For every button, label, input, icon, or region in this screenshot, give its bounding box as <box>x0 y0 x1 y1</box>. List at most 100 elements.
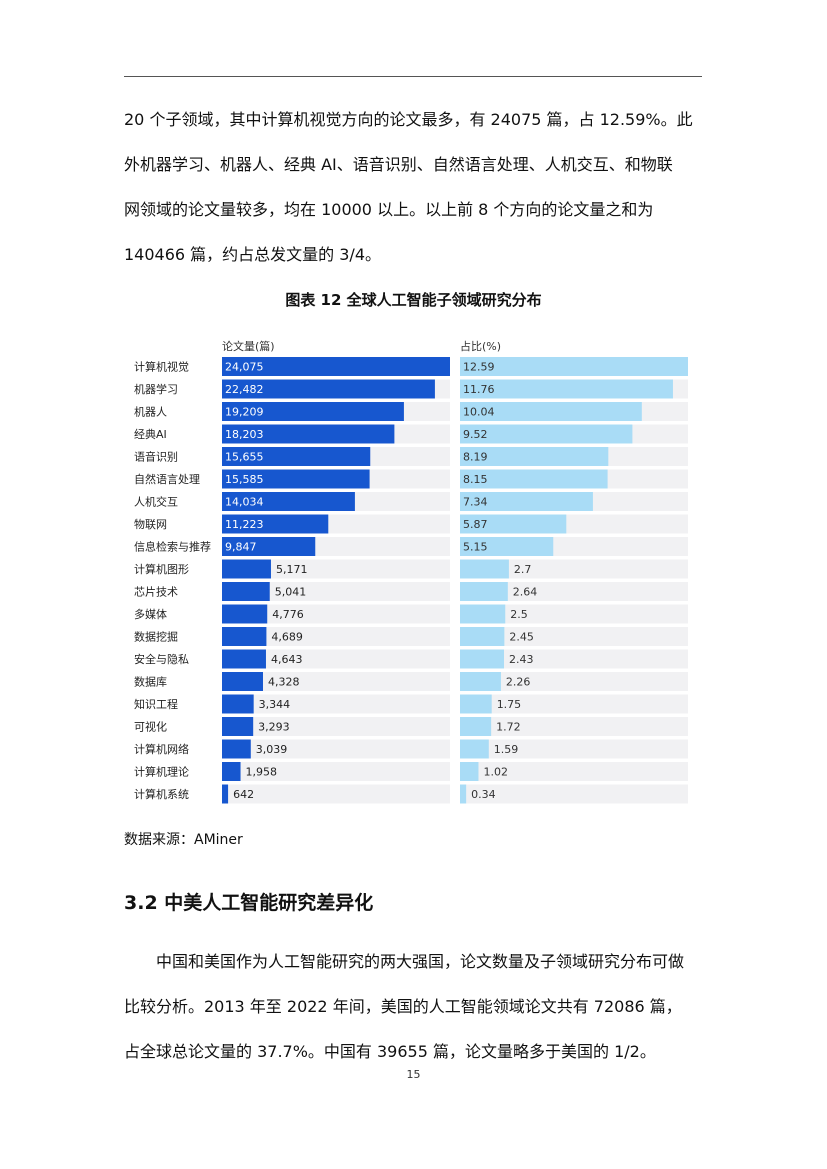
count-value-label: 3,039 <box>256 743 288 756</box>
share-value-label: 2.64 <box>513 586 538 599</box>
count-bar <box>222 402 404 421</box>
bar-track <box>460 627 688 646</box>
bar-track <box>222 582 450 601</box>
section-paragraph-line-1: 中国和美国作为人工智能研究的两大强国，论文数量及子领域研究分布可做 <box>156 952 685 971</box>
count-bar <box>222 492 355 511</box>
share-value-label: 8.15 <box>463 473 488 486</box>
count-bar <box>222 514 329 534</box>
share-value-label: 2.5 <box>510 608 528 621</box>
share-value-label: 1.59 <box>494 743 519 756</box>
share-value-label: 1.72 <box>496 721 521 734</box>
series-header-0: 论文量(篇) <box>222 339 275 353</box>
count-bar <box>222 537 316 556</box>
subfield-distribution-chart: 论文量(篇) 占比(%) 计算机视觉 24,075 12.59 机器学习 22,482 11.… <box>134 339 688 804</box>
category-label: 计算机图形 <box>134 562 189 576</box>
bar-track <box>222 717 450 736</box>
share-bar <box>460 717 492 736</box>
count-bar <box>222 379 435 399</box>
bar-track <box>460 784 688 804</box>
category-label: 可视化 <box>134 720 167 734</box>
share-value-label: 10.04 <box>463 406 495 419</box>
count-value-label: 3,293 <box>258 721 290 734</box>
body-paragraph-line-1: 20 个子领域，其中计算机视觉方向的论文最多，有 24075 篇，占 12.59… <box>124 110 693 129</box>
category-label: 芯片技术 <box>134 585 178 599</box>
count-bar <box>222 649 266 669</box>
count-bar <box>222 627 267 646</box>
category-label: 计算机理论 <box>134 765 189 779</box>
count-value-label: 15,655 <box>225 451 264 464</box>
share-value-label: 2.26 <box>506 676 531 689</box>
count-value-label: 642 <box>233 788 254 801</box>
share-value-label: 5.15 <box>463 541 488 554</box>
share-value-label: 2.43 <box>509 653 534 666</box>
share-bar <box>460 559 509 579</box>
category-label: 数据库 <box>134 675 167 689</box>
count-value-label: 3,344 <box>259 698 291 711</box>
count-value-label: 1,958 <box>246 766 278 779</box>
category-label: 知识工程 <box>134 697 178 711</box>
category-label: 机器学习 <box>134 382 178 396</box>
count-value-label: 4,643 <box>271 653 303 666</box>
share-bar <box>460 627 505 646</box>
category-label: 计算机系统 <box>134 787 189 801</box>
share-value-label: 7.34 <box>463 496 488 509</box>
category-label: 语音识别 <box>134 450 178 464</box>
category-label: 安全与隐私 <box>134 652 189 666</box>
count-bar <box>222 447 371 466</box>
category-label: 自然语言处理 <box>134 472 200 486</box>
category-label: 信息检索与推荐 <box>134 540 211 554</box>
category-label: 经典AI <box>134 427 167 441</box>
body-paragraph-line-2: 外机器学习、机器人、经典 AI、语音识别、自然语言处理、人机交互、和物联 <box>124 155 673 174</box>
section-paragraph-line-3: 占全球总论文量的 37.7%。中国有 39655 篇，论文量略多于美国的 1/2… <box>124 1042 656 1061</box>
bar-track <box>222 739 450 759</box>
category-label: 物联网 <box>134 517 167 531</box>
bar-track <box>460 739 688 759</box>
share-bar <box>460 604 506 624</box>
share-bar <box>460 447 609 466</box>
share-value-label: 2.45 <box>509 631 533 644</box>
bar-track <box>222 672 450 691</box>
count-value-label: 22,482 <box>225 383 264 396</box>
bar-track <box>222 559 450 579</box>
category-label: 数据挖掘 <box>134 630 178 644</box>
count-value-label: 4,689 <box>271 631 303 644</box>
count-bar <box>222 424 395 444</box>
bar-track <box>222 694 450 714</box>
bar-track <box>222 762 450 781</box>
share-value-label: 9.52 <box>463 428 488 441</box>
count-value-label: 11,223 <box>225 518 264 531</box>
header-rule <box>124 76 702 77</box>
count-bar <box>222 559 271 579</box>
share-bar <box>460 672 501 691</box>
count-bar <box>222 469 370 489</box>
count-value-label: 18,203 <box>225 428 264 441</box>
share-value-label: 2.7 <box>514 563 532 576</box>
count-value-label: 15,585 <box>225 473 264 486</box>
category-label: 多媒体 <box>134 607 167 621</box>
count-bar <box>222 672 263 691</box>
share-value-label: 5.87 <box>463 518 488 531</box>
share-bar <box>460 357 688 376</box>
page-number: 15 <box>406 1068 421 1081</box>
bar-track <box>460 717 688 736</box>
category-label: 人机交互 <box>134 495 178 509</box>
count-bar <box>222 357 450 376</box>
count-bar <box>222 739 251 759</box>
share-value-label: 8.19 <box>463 451 488 464</box>
share-value-label: 12.59 <box>463 361 495 374</box>
category-label: 机器人 <box>134 405 167 419</box>
bar-track <box>222 604 450 624</box>
count-value-label: 5,171 <box>276 563 308 576</box>
share-value-label: 11.76 <box>463 383 495 396</box>
count-bar <box>222 762 241 781</box>
figure-title: 图表 12 全球人工智能子领域研究分布 <box>285 291 542 309</box>
bar-track <box>460 672 688 691</box>
figure-source: 数据来源：AMiner <box>124 832 243 848</box>
count-bar <box>222 694 254 714</box>
bar-track <box>222 649 450 669</box>
series-header-1: 占比(%) <box>460 339 501 353</box>
share-value-label: 1.75 <box>497 698 522 711</box>
count-value-label: 4,776 <box>272 608 304 621</box>
share-bar <box>460 492 593 511</box>
share-bar <box>460 649 505 669</box>
